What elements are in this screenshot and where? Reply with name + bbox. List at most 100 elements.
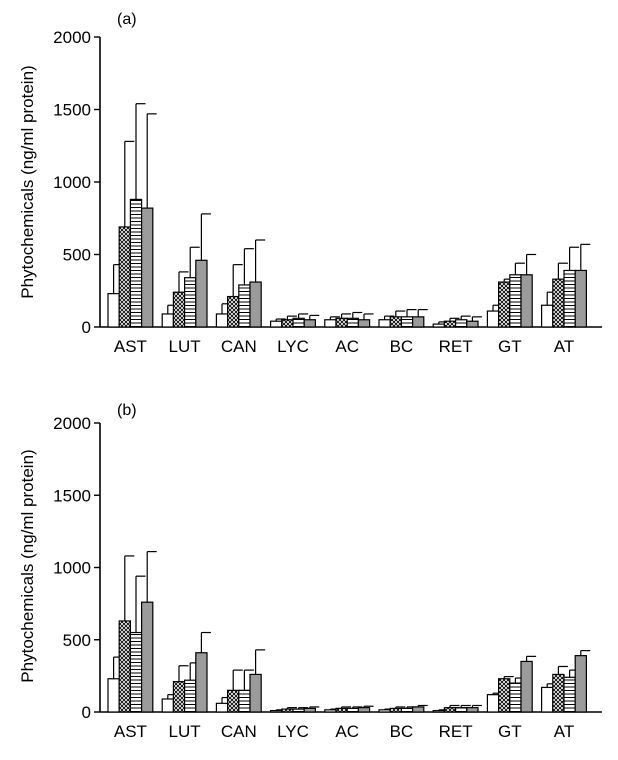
bar — [195, 652, 208, 713]
y-axis-label: Phytochemicals (ng/ml protein) — [18, 449, 37, 682]
bar — [215, 702, 229, 713]
bar — [303, 707, 317, 713]
x-tick-label: AST — [114, 337, 147, 356]
y-tick-label: 1000 — [53, 559, 91, 578]
bar — [552, 278, 565, 328]
bar — [324, 319, 337, 328]
x-tick-label: LYC — [277, 337, 309, 356]
bar — [238, 284, 251, 328]
panel-label: (b) — [117, 402, 137, 419]
bar — [563, 269, 576, 328]
bar — [357, 707, 371, 713]
bar — [184, 277, 197, 328]
bar — [161, 698, 174, 713]
bar — [466, 707, 479, 713]
bar — [172, 291, 186, 328]
bar — [141, 601, 154, 713]
bar — [227, 295, 240, 328]
bar — [195, 259, 208, 328]
bar — [520, 660, 533, 713]
bar — [141, 207, 154, 328]
bar — [520, 274, 533, 328]
x-tick-label: BC — [390, 337, 414, 356]
x-tick-label: RET — [439, 337, 473, 356]
y-tick-label: 1000 — [53, 173, 91, 192]
y-tick-label: 1500 — [53, 101, 91, 120]
bar — [486, 310, 500, 328]
bar — [486, 694, 500, 713]
bar — [335, 317, 348, 328]
x-tick-label: BC — [390, 722, 414, 741]
bar — [552, 673, 565, 713]
x-tick-label: CAN — [221, 722, 257, 741]
bar — [498, 678, 511, 713]
bar — [161, 313, 174, 328]
y-tick-label: 0 — [82, 318, 91, 337]
bar — [292, 708, 305, 713]
bar — [432, 323, 446, 328]
bar — [378, 319, 391, 328]
x-tick-label: GT — [498, 337, 522, 356]
bar — [281, 708, 294, 713]
bar — [443, 320, 457, 328]
x-tick-label: LYC — [277, 722, 309, 741]
y-tick-label: 1500 — [53, 486, 91, 505]
y-axis-label: Phytochemicals (ng/ml protein) — [18, 65, 37, 298]
bar — [412, 706, 425, 713]
bar — [455, 707, 468, 713]
category-labels: AST LUT CAN LYC AC BC RET GT AT — [114, 337, 574, 356]
y-tick-label: 2000 — [53, 414, 91, 433]
x-tick-label: CAN — [221, 337, 257, 356]
x-tick-label: LUT — [169, 337, 201, 356]
bar — [270, 320, 283, 328]
bar — [574, 655, 588, 713]
bar — [466, 320, 479, 328]
bar — [249, 281, 262, 328]
bar — [389, 316, 403, 328]
bar — [498, 281, 511, 328]
bar — [118, 226, 131, 328]
bar — [400, 316, 414, 328]
bar — [389, 707, 403, 713]
bar — [238, 689, 251, 713]
bar — [129, 198, 143, 328]
category-labels: AST LUT CAN LYC AC BC RET GT AT — [114, 722, 574, 741]
bar — [540, 304, 554, 328]
bar — [443, 707, 457, 713]
bar — [281, 319, 294, 328]
bar — [107, 678, 120, 713]
bar — [107, 293, 120, 328]
y-tick-label: 500 — [63, 631, 91, 650]
bar — [540, 686, 554, 713]
x-tick-label: GT — [498, 722, 522, 741]
bars — [107, 103, 591, 328]
x-tick-label: AC — [335, 722, 359, 741]
bar — [346, 707, 360, 713]
bar — [324, 709, 337, 713]
bar — [509, 274, 522, 328]
panel-b: (b) Phytochemicals (ng/ml protein) 0 500 1… — [18, 402, 602, 741]
bar — [346, 317, 360, 328]
x-tick-label: RET — [439, 722, 473, 741]
bar — [184, 679, 197, 713]
bar — [378, 709, 391, 713]
bar — [215, 313, 229, 328]
bar — [129, 631, 143, 713]
bar — [118, 620, 131, 713]
x-tick-label: AT — [554, 337, 574, 356]
x-tick-label: AST — [114, 722, 147, 741]
x-tick-label: LUT — [169, 722, 201, 741]
bar — [335, 707, 348, 713]
bar — [432, 709, 446, 713]
bars — [107, 551, 591, 713]
x-tick-label: AT — [554, 722, 574, 741]
bar — [357, 319, 371, 328]
bar — [574, 269, 588, 328]
bar — [412, 316, 425, 328]
bar — [509, 682, 522, 713]
bar — [292, 317, 305, 328]
bar — [227, 689, 240, 713]
y-tick-label: 500 — [63, 246, 91, 265]
x-tick-label: AC — [335, 337, 359, 356]
